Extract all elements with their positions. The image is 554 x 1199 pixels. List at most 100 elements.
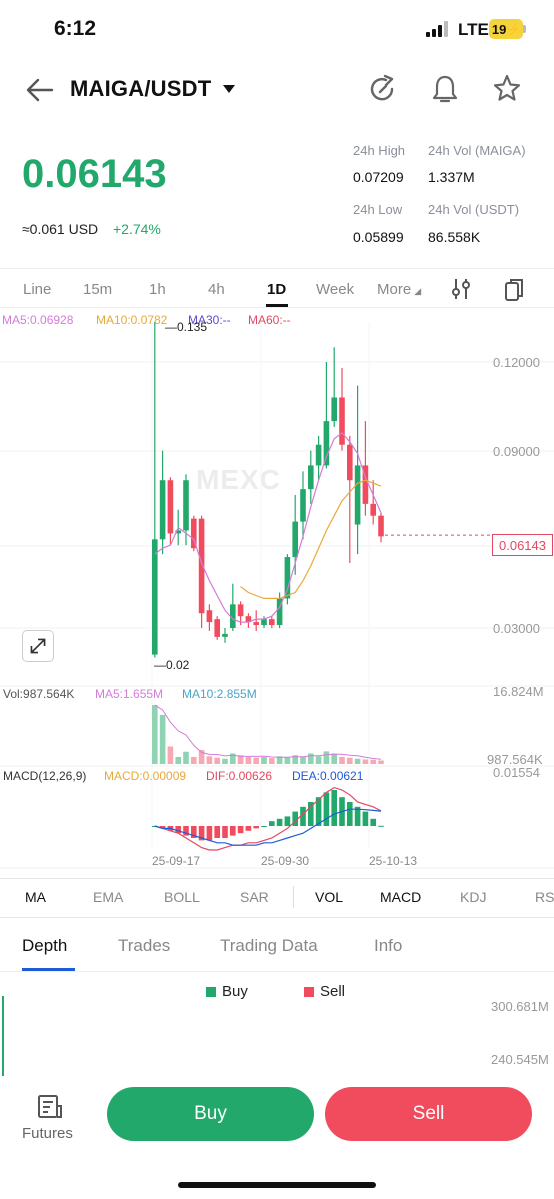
macd-bar [378,825,384,827]
high-label: 24h High [353,143,406,158]
candle-body [230,604,236,628]
indicator-boll[interactable]: BOLL [164,889,200,905]
indicator-settings-icon[interactable] [450,277,472,301]
dea-legend: DEA:0.00621 [292,769,364,783]
candle-body [237,604,244,617]
candle-body [175,530,181,534]
ma5-legend: MA5:0.06928 [2,313,74,327]
battery-level: 19 [491,21,507,37]
vol-base-label: 24h Vol (MAIGA) [428,143,526,158]
dif-legend: DIF:0.00626 [206,769,273,783]
indicator-macd[interactable]: MACD [380,889,422,905]
candle-body [284,557,291,599]
macd-bar [159,826,166,829]
ma30-legend: MA30:-- [188,313,231,327]
futures-label[interactable]: Futures [22,1125,73,1142]
more-label: More [377,281,412,298]
candle-body [276,598,283,626]
min-annotation: —0.02 [154,658,190,672]
indicator-rsi[interactable]: RSI [535,889,554,905]
vol-ma10-legend: MA10:2.855M [182,687,257,701]
max-value: 0.135 [177,320,208,334]
tab-trades[interactable]: Trades [118,936,171,955]
volume-bar [362,759,369,764]
period-tab-line[interactable]: Line [23,281,52,298]
macd-bar [331,790,337,826]
period-tab-1h[interactable]: 1h [149,281,166,298]
macd-name: MACD(12,26,9) [3,769,87,783]
sell-legend: Sell [320,983,346,1000]
candle-body [339,397,345,445]
depth-buy-curve [2,996,4,1076]
candle-body [214,619,220,637]
kline-chart[interactable] [0,322,554,878]
price-tick-3: 0.03000 [493,621,540,636]
signal-icon [426,21,448,37]
low-value: 0.05899 [353,229,404,245]
volume-bar [253,757,259,764]
caret-icon: ◢ [414,286,422,296]
macd-bar [183,826,189,836]
volume-bar [300,756,306,764]
price-change: +2.74% [113,221,161,237]
buy-button[interactable]: Buy [107,1087,314,1141]
volume-bar [183,751,189,764]
volume-bar [323,751,330,764]
price-tick-1: 0.09000 [493,444,540,459]
candle-body [347,444,353,481]
tab-trading-data[interactable]: Trading Data [220,936,318,955]
pair-title[interactable]: MAIGA/USDT [70,76,212,101]
refresh-icon[interactable] [368,73,398,105]
volume-bar [261,756,267,764]
macd-bar [222,826,228,838]
price-tick-0: 0.12000 [493,355,540,370]
macd-bar [245,826,252,831]
indicator-sar[interactable]: SAR [240,889,269,905]
macd-bar [284,816,291,826]
period-tab-more[interactable]: More ◢ [377,281,421,298]
candle-body [323,421,330,466]
vol-min-tick: 987.564K [487,752,543,767]
candle-body [222,633,228,637]
tab-depth[interactable]: Depth [22,936,68,955]
bell-icon[interactable] [430,73,460,105]
futures-icon[interactable] [36,1093,64,1121]
macd-bar [292,811,298,826]
volume-bar [222,758,228,764]
indicator-ma[interactable]: MA [25,889,46,905]
back-arrow-icon[interactable] [24,74,56,106]
candle-body [354,465,361,525]
copy-icon[interactable] [503,277,525,303]
usd-unit: USD [68,221,99,237]
last-price: 0.06143 [22,152,167,196]
vol-base-value: 1.337M [428,169,475,185]
period-tab-4h[interactable]: 4h [208,281,225,298]
volume-bar [237,755,244,764]
period-tab-15m[interactable]: 15m [83,281,113,298]
volume-bar [284,756,291,764]
expand-icon[interactable] [22,630,54,662]
date-tick-1: 25-09-30 [261,854,310,868]
indicator-vol[interactable]: VOL [315,889,344,905]
candle-body [315,444,322,466]
macd-bar [191,826,197,838]
macd-bar [362,811,369,826]
vol-ma5-legend: MA5:1.655M [95,687,164,701]
macd-bar [237,826,244,834]
sell-button[interactable]: Sell [325,1087,532,1141]
period-underline [266,304,288,307]
chevron-down-icon[interactable] [222,84,236,94]
period-tab-week[interactable]: Week [316,281,355,298]
period-tab-1d[interactable]: 1D [267,281,287,298]
star-icon[interactable] [492,73,522,105]
indicator-ema[interactable]: EMA [93,889,124,905]
ma5-line [154,432,382,623]
indicator-kdj[interactable]: KDJ [460,889,487,905]
volume-bar [167,746,174,764]
macd-bar [276,818,283,826]
tab-info[interactable]: Info [374,936,403,955]
candle-body [362,465,369,504]
vol-legend: Vol:987.564K [3,687,75,701]
indicator-bar [0,878,554,918]
volume-bar [245,756,252,764]
